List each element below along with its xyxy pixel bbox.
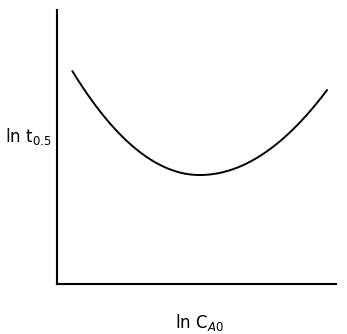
- Text: ln C$_{A0}$: ln C$_{A0}$: [175, 312, 224, 333]
- Text: ln t$_{0.5}$: ln t$_{0.5}$: [5, 126, 51, 147]
